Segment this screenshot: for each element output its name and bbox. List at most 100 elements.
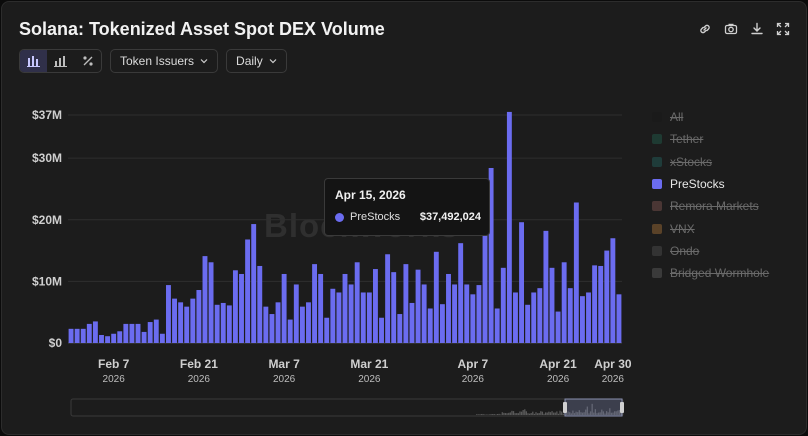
bar[interactable] — [129, 323, 135, 343]
bar[interactable] — [348, 284, 354, 343]
bar[interactable] — [312, 264, 318, 343]
bar[interactable] — [488, 167, 494, 343]
token-issuers-dropdown[interactable]: Token Issuers — [110, 49, 219, 73]
bar[interactable] — [178, 302, 184, 343]
bar[interactable] — [74, 328, 80, 343]
legend-item-all[interactable]: All — [652, 106, 769, 128]
bar[interactable] — [123, 323, 129, 343]
legend-item-ondo[interactable]: Ondo — [652, 240, 769, 262]
navigator-handle-right[interactable] — [620, 402, 624, 413]
bar[interactable] — [269, 314, 275, 343]
bar[interactable] — [257, 265, 263, 343]
bar[interactable] — [281, 273, 287, 343]
bar[interactable] — [226, 305, 232, 343]
bar[interactable] — [263, 306, 269, 343]
bar[interactable] — [439, 304, 445, 343]
bar[interactable] — [239, 273, 244, 343]
bar[interactable] — [385, 254, 391, 343]
bar[interactable] — [446, 273, 451, 343]
bar[interactable] — [172, 298, 177, 343]
legend-item-prestocks[interactable]: PreStocks — [652, 173, 769, 195]
legend-item-tether[interactable]: Tether — [652, 128, 769, 150]
bar[interactable] — [506, 111, 512, 343]
bar[interactable] — [68, 328, 74, 343]
legend-item-xstocks[interactable]: xStocks — [652, 151, 769, 173]
link-icon[interactable] — [698, 22, 712, 36]
bar[interactable] — [610, 238, 616, 343]
bar[interactable] — [543, 230, 549, 343]
bar[interactable] — [391, 272, 397, 343]
bar[interactable] — [92, 321, 98, 343]
bar[interactable] — [561, 262, 567, 343]
bar[interactable] — [373, 269, 378, 343]
bar[interactable] — [80, 328, 86, 343]
bar[interactable] — [166, 285, 171, 343]
bar[interactable] — [586, 292, 591, 343]
bar[interactable] — [513, 292, 518, 343]
legend-item-remora-markets[interactable]: Remora Markets — [652, 195, 769, 217]
bar[interactable] — [598, 265, 604, 343]
bar[interactable] — [604, 250, 610, 343]
bar[interactable] — [427, 308, 433, 343]
bar[interactable] — [409, 302, 415, 343]
bar[interactable] — [555, 311, 561, 343]
bar[interactable] — [366, 292, 372, 343]
bar[interactable] — [397, 314, 403, 343]
bar[interactable] — [616, 294, 622, 343]
bar[interactable] — [293, 284, 299, 343]
stacked-bar-icon[interactable] — [47, 50, 74, 72]
interval-dropdown[interactable]: Daily — [226, 49, 287, 73]
bar[interactable] — [470, 294, 476, 343]
bar[interactable] — [549, 267, 555, 343]
bar[interactable] — [299, 306, 305, 343]
bar[interactable] — [245, 239, 251, 343]
bar[interactable] — [494, 308, 500, 343]
legend-item-bridged-wormhole[interactable]: Bridged Wormhole — [652, 262, 769, 284]
bar[interactable] — [354, 262, 360, 343]
bar-chart-icon[interactable] — [20, 50, 47, 72]
bar[interactable] — [525, 304, 531, 343]
bar[interactable] — [379, 317, 384, 343]
bar[interactable] — [567, 288, 573, 343]
bar[interactable] — [147, 322, 153, 343]
bar[interactable] — [105, 336, 111, 343]
bar[interactable] — [324, 317, 330, 343]
bar[interactable] — [482, 230, 488, 343]
bar[interactable] — [202, 256, 208, 343]
bar[interactable] — [476, 285, 482, 343]
bar[interactable] — [579, 296, 585, 343]
bar[interactable] — [403, 264, 409, 343]
bar[interactable] — [208, 262, 214, 343]
bar[interactable] — [500, 267, 506, 343]
bar[interactable] — [86, 323, 92, 343]
bar[interactable] — [433, 251, 439, 343]
bar[interactable] — [464, 284, 470, 343]
bar[interactable] — [190, 298, 196, 343]
bar[interactable] — [275, 302, 281, 343]
navigator-handle-left[interactable] — [563, 402, 567, 413]
bar[interactable] — [153, 319, 159, 343]
bar[interactable] — [458, 243, 464, 343]
camera-icon[interactable] — [724, 22, 738, 36]
bar[interactable] — [342, 273, 348, 343]
bar[interactable] — [531, 292, 537, 343]
percent-icon[interactable] — [74, 50, 101, 72]
bar[interactable] — [111, 333, 117, 343]
bar[interactable] — [415, 269, 421, 343]
bar[interactable] — [287, 319, 293, 343]
bar[interactable] — [573, 202, 579, 344]
bar[interactable] — [360, 292, 366, 343]
bar[interactable] — [306, 302, 311, 343]
bar[interactable] — [117, 331, 123, 343]
bar[interactable] — [318, 273, 324, 343]
bar[interactable] — [421, 284, 427, 343]
bar[interactable] — [159, 333, 165, 343]
bar[interactable] — [214, 304, 220, 343]
navigator-selection[interactable] — [564, 398, 623, 417]
bar[interactable] — [251, 224, 257, 343]
bar[interactable] — [196, 290, 202, 343]
bar[interactable] — [184, 306, 190, 343]
legend-item-vnx[interactable]: VNX — [652, 217, 769, 239]
bar[interactable] — [592, 265, 598, 343]
bar[interactable] — [135, 323, 141, 343]
